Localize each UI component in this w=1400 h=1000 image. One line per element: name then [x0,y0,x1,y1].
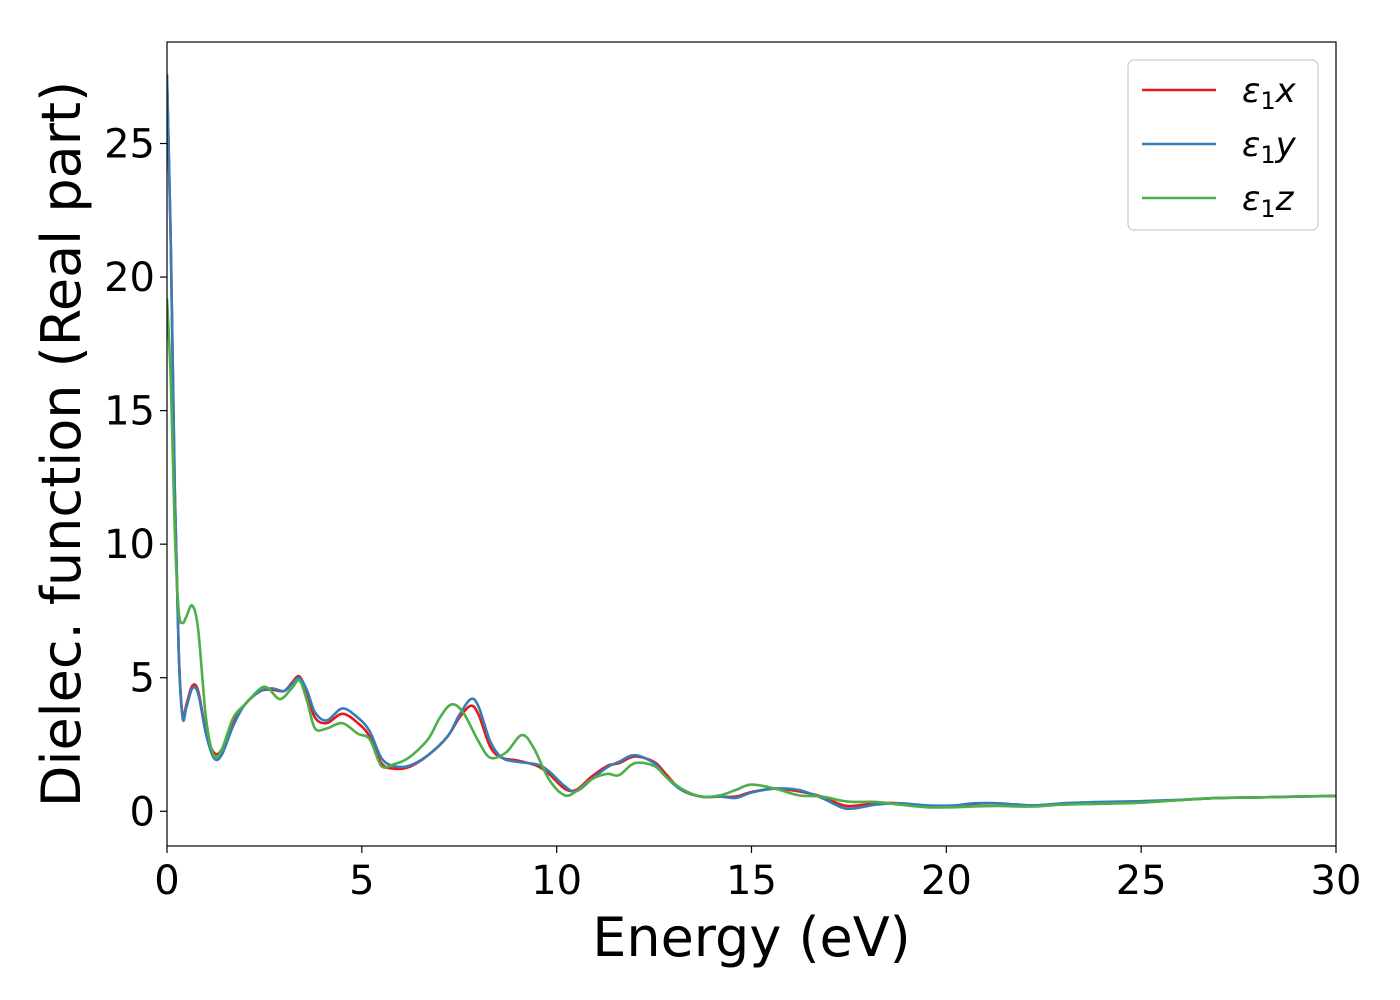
y-axis: 0 5 10 15 20 25 [104,122,167,835]
x-tick-label: 25 [1116,858,1167,904]
series-line-y [167,74,1336,811]
legend-label-z: ε1z [1242,179,1295,223]
x-axis: 0 5 10 15 20 25 30 [154,846,1361,904]
x-axis-label: Energy (eV) [592,906,911,969]
x-tick-label: 0 [154,858,179,904]
series-line-z [167,298,1336,809]
y-tick-label: 0 [130,789,155,835]
legend-box [1127,59,1319,231]
legend-label-y: ε1y [1242,125,1297,169]
legend-label-x: ε1x [1242,71,1297,115]
x-tick-label: 30 [1311,858,1362,904]
y-tick-label: 20 [104,255,155,301]
y-axis-label: Dielec. function (Real part) [30,81,93,807]
y-tick-label: 15 [104,389,155,435]
y-tick-label: 25 [104,122,155,168]
y-tick-label: 10 [104,522,155,568]
x-tick-label: 20 [921,858,972,904]
x-tick-label: 5 [349,858,374,904]
legend: ε1x ε1y ε1z [1127,59,1319,231]
x-tick-label: 10 [531,858,582,904]
y-tick-label: 5 [130,656,155,702]
plot-lines [167,74,1336,811]
x-tick-label: 15 [726,858,777,904]
